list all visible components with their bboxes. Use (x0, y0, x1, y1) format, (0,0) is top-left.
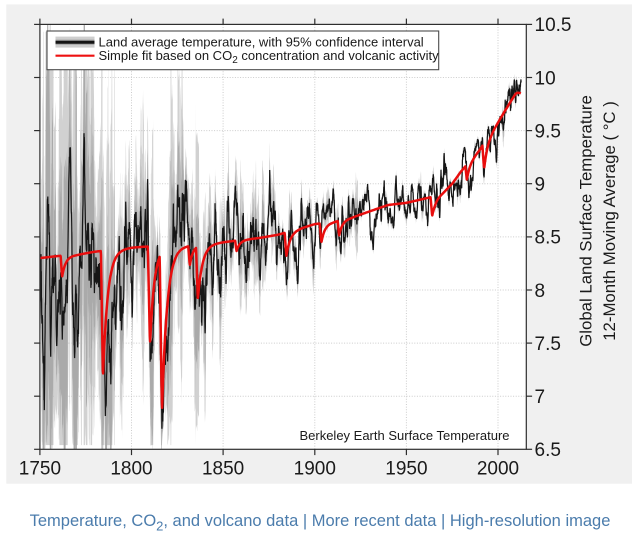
svg-text:Berkeley Earth Surface Tempera: Berkeley Earth Surface Temperature (299, 428, 509, 443)
svg-text:8: 8 (535, 281, 546, 302)
svg-text:8.5: 8.5 (535, 228, 561, 249)
svg-text:9.5: 9.5 (535, 121, 561, 142)
svg-text:1850: 1850 (202, 459, 244, 480)
svg-text:Global Land Surface Temperatur: Global Land Surface Temperature (577, 95, 596, 347)
svg-text:10: 10 (535, 68, 556, 89)
svg-text:10.5: 10.5 (535, 15, 572, 36)
svg-text:1900: 1900 (294, 459, 336, 480)
svg-text:9: 9 (535, 175, 546, 196)
svg-text:1950: 1950 (385, 459, 427, 480)
svg-text:Land average temperature, with: Land average temperature, with 95% confi… (99, 35, 424, 50)
svg-text:2000: 2000 (477, 459, 519, 480)
svg-text:1800: 1800 (110, 459, 152, 480)
svg-text:7.5: 7.5 (535, 334, 561, 355)
svg-text:12-Month Moving Average ( °C ): 12-Month Moving Average ( °C ) (600, 101, 619, 341)
svg-text:1750: 1750 (19, 459, 61, 480)
svg-text:6.5: 6.5 (535, 440, 561, 461)
svg-text:Simple fit based on CO2 concen: Simple fit based on CO2 concentration an… (99, 48, 440, 66)
svg-text:7: 7 (535, 387, 546, 408)
